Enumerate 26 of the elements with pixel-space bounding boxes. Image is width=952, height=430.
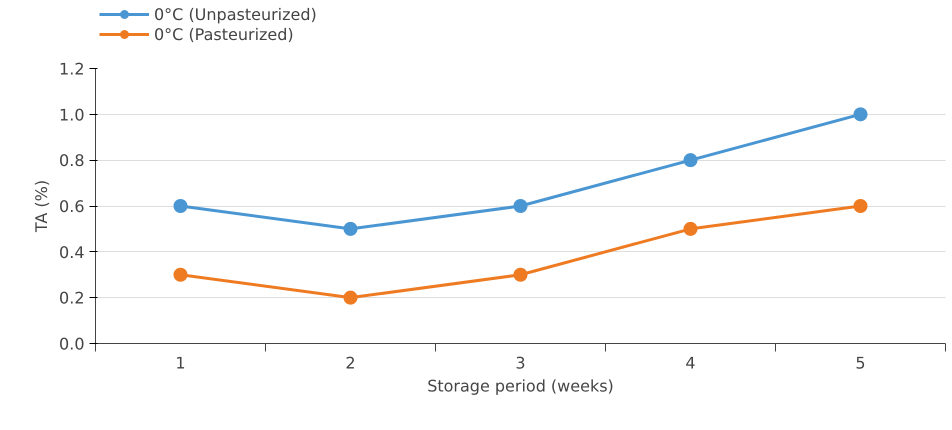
point [344, 290, 358, 305]
y-tick-label: 0.8 [59, 151, 85, 170]
y-tick-label: 1.0 [59, 105, 85, 124]
x-tick-label: 3 [515, 354, 526, 372]
point [174, 199, 188, 213]
y-tick-label: 1.2 [59, 60, 85, 78]
point [174, 268, 188, 282]
y-tick-label: 0.4 [59, 242, 85, 262]
x-tick-label: 1 [175, 354, 186, 372]
x-tick-label: 2 [345, 354, 356, 372]
y-tick-label: 0.2 [59, 288, 85, 308]
point [684, 153, 698, 168]
y-tick-label: 0.0 [59, 334, 85, 354]
point [514, 199, 528, 213]
legend-label: 0°C (Pasteurized) [154, 24, 294, 44]
x-tick-label: 4 [685, 354, 696, 372]
point [684, 222, 698, 236]
point [854, 107, 868, 122]
point [344, 222, 358, 236]
y-axis-title: TA (%) [32, 180, 52, 234]
y-tick-label: 0.6 [59, 197, 85, 216]
point [514, 268, 528, 282]
x-axis-title: Storage period (weeks) [427, 376, 614, 396]
legend-label: 0°C (Unpasteurized) [154, 4, 317, 24]
x-tick-label: 5 [855, 354, 866, 372]
point [854, 199, 868, 213]
